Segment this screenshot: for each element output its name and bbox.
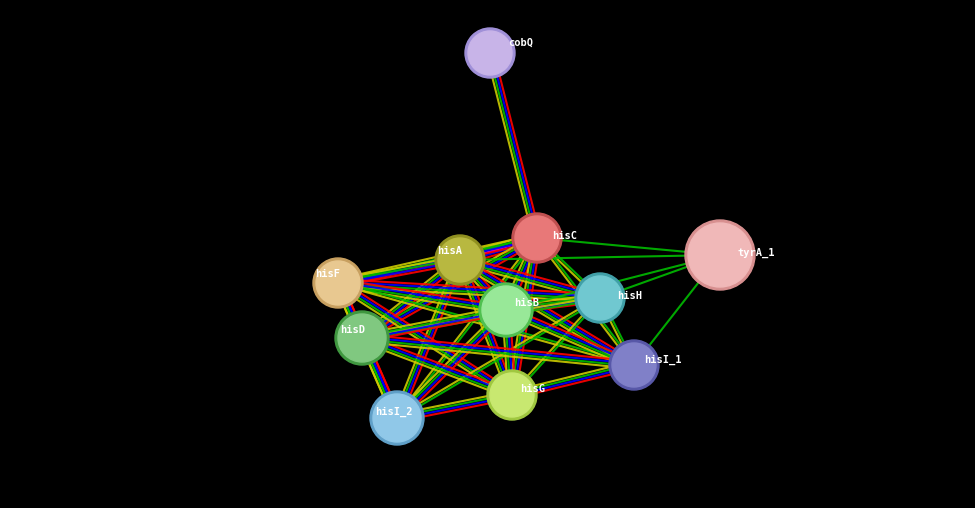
Circle shape	[496, 379, 527, 411]
Circle shape	[373, 394, 421, 442]
Text: hisG: hisG	[520, 384, 545, 394]
Circle shape	[370, 391, 424, 445]
Circle shape	[313, 258, 363, 308]
Circle shape	[697, 232, 743, 278]
Text: tyrA_1: tyrA_1	[738, 248, 775, 258]
Text: hisB: hisB	[514, 298, 539, 308]
Circle shape	[338, 314, 386, 362]
Circle shape	[335, 311, 389, 365]
Circle shape	[688, 223, 752, 287]
Circle shape	[379, 401, 414, 435]
Circle shape	[316, 261, 360, 305]
Text: hisF: hisF	[315, 269, 340, 279]
Circle shape	[438, 238, 482, 282]
Circle shape	[479, 283, 533, 337]
Circle shape	[522, 222, 553, 254]
Text: hisI_2: hisI_2	[375, 407, 412, 417]
Text: cobQ: cobQ	[508, 38, 533, 48]
Circle shape	[685, 220, 755, 290]
Circle shape	[578, 276, 622, 320]
Text: hisA: hisA	[437, 246, 462, 256]
Text: hisC: hisC	[552, 231, 577, 241]
Text: hisI_1: hisI_1	[644, 355, 682, 365]
Circle shape	[465, 28, 515, 78]
Text: hisD: hisD	[340, 325, 365, 335]
Circle shape	[435, 235, 485, 285]
Circle shape	[612, 343, 656, 387]
Text: hisH: hisH	[617, 291, 642, 301]
Circle shape	[474, 37, 506, 69]
Circle shape	[575, 273, 625, 323]
Circle shape	[468, 31, 512, 75]
Circle shape	[445, 244, 476, 276]
Circle shape	[322, 267, 354, 299]
Circle shape	[618, 349, 650, 381]
Circle shape	[515, 216, 559, 260]
Circle shape	[490, 373, 534, 417]
Circle shape	[488, 293, 524, 327]
Circle shape	[512, 213, 562, 263]
Circle shape	[487, 370, 537, 420]
Circle shape	[482, 286, 530, 334]
Circle shape	[345, 321, 379, 355]
Circle shape	[584, 282, 616, 314]
Circle shape	[609, 340, 659, 390]
